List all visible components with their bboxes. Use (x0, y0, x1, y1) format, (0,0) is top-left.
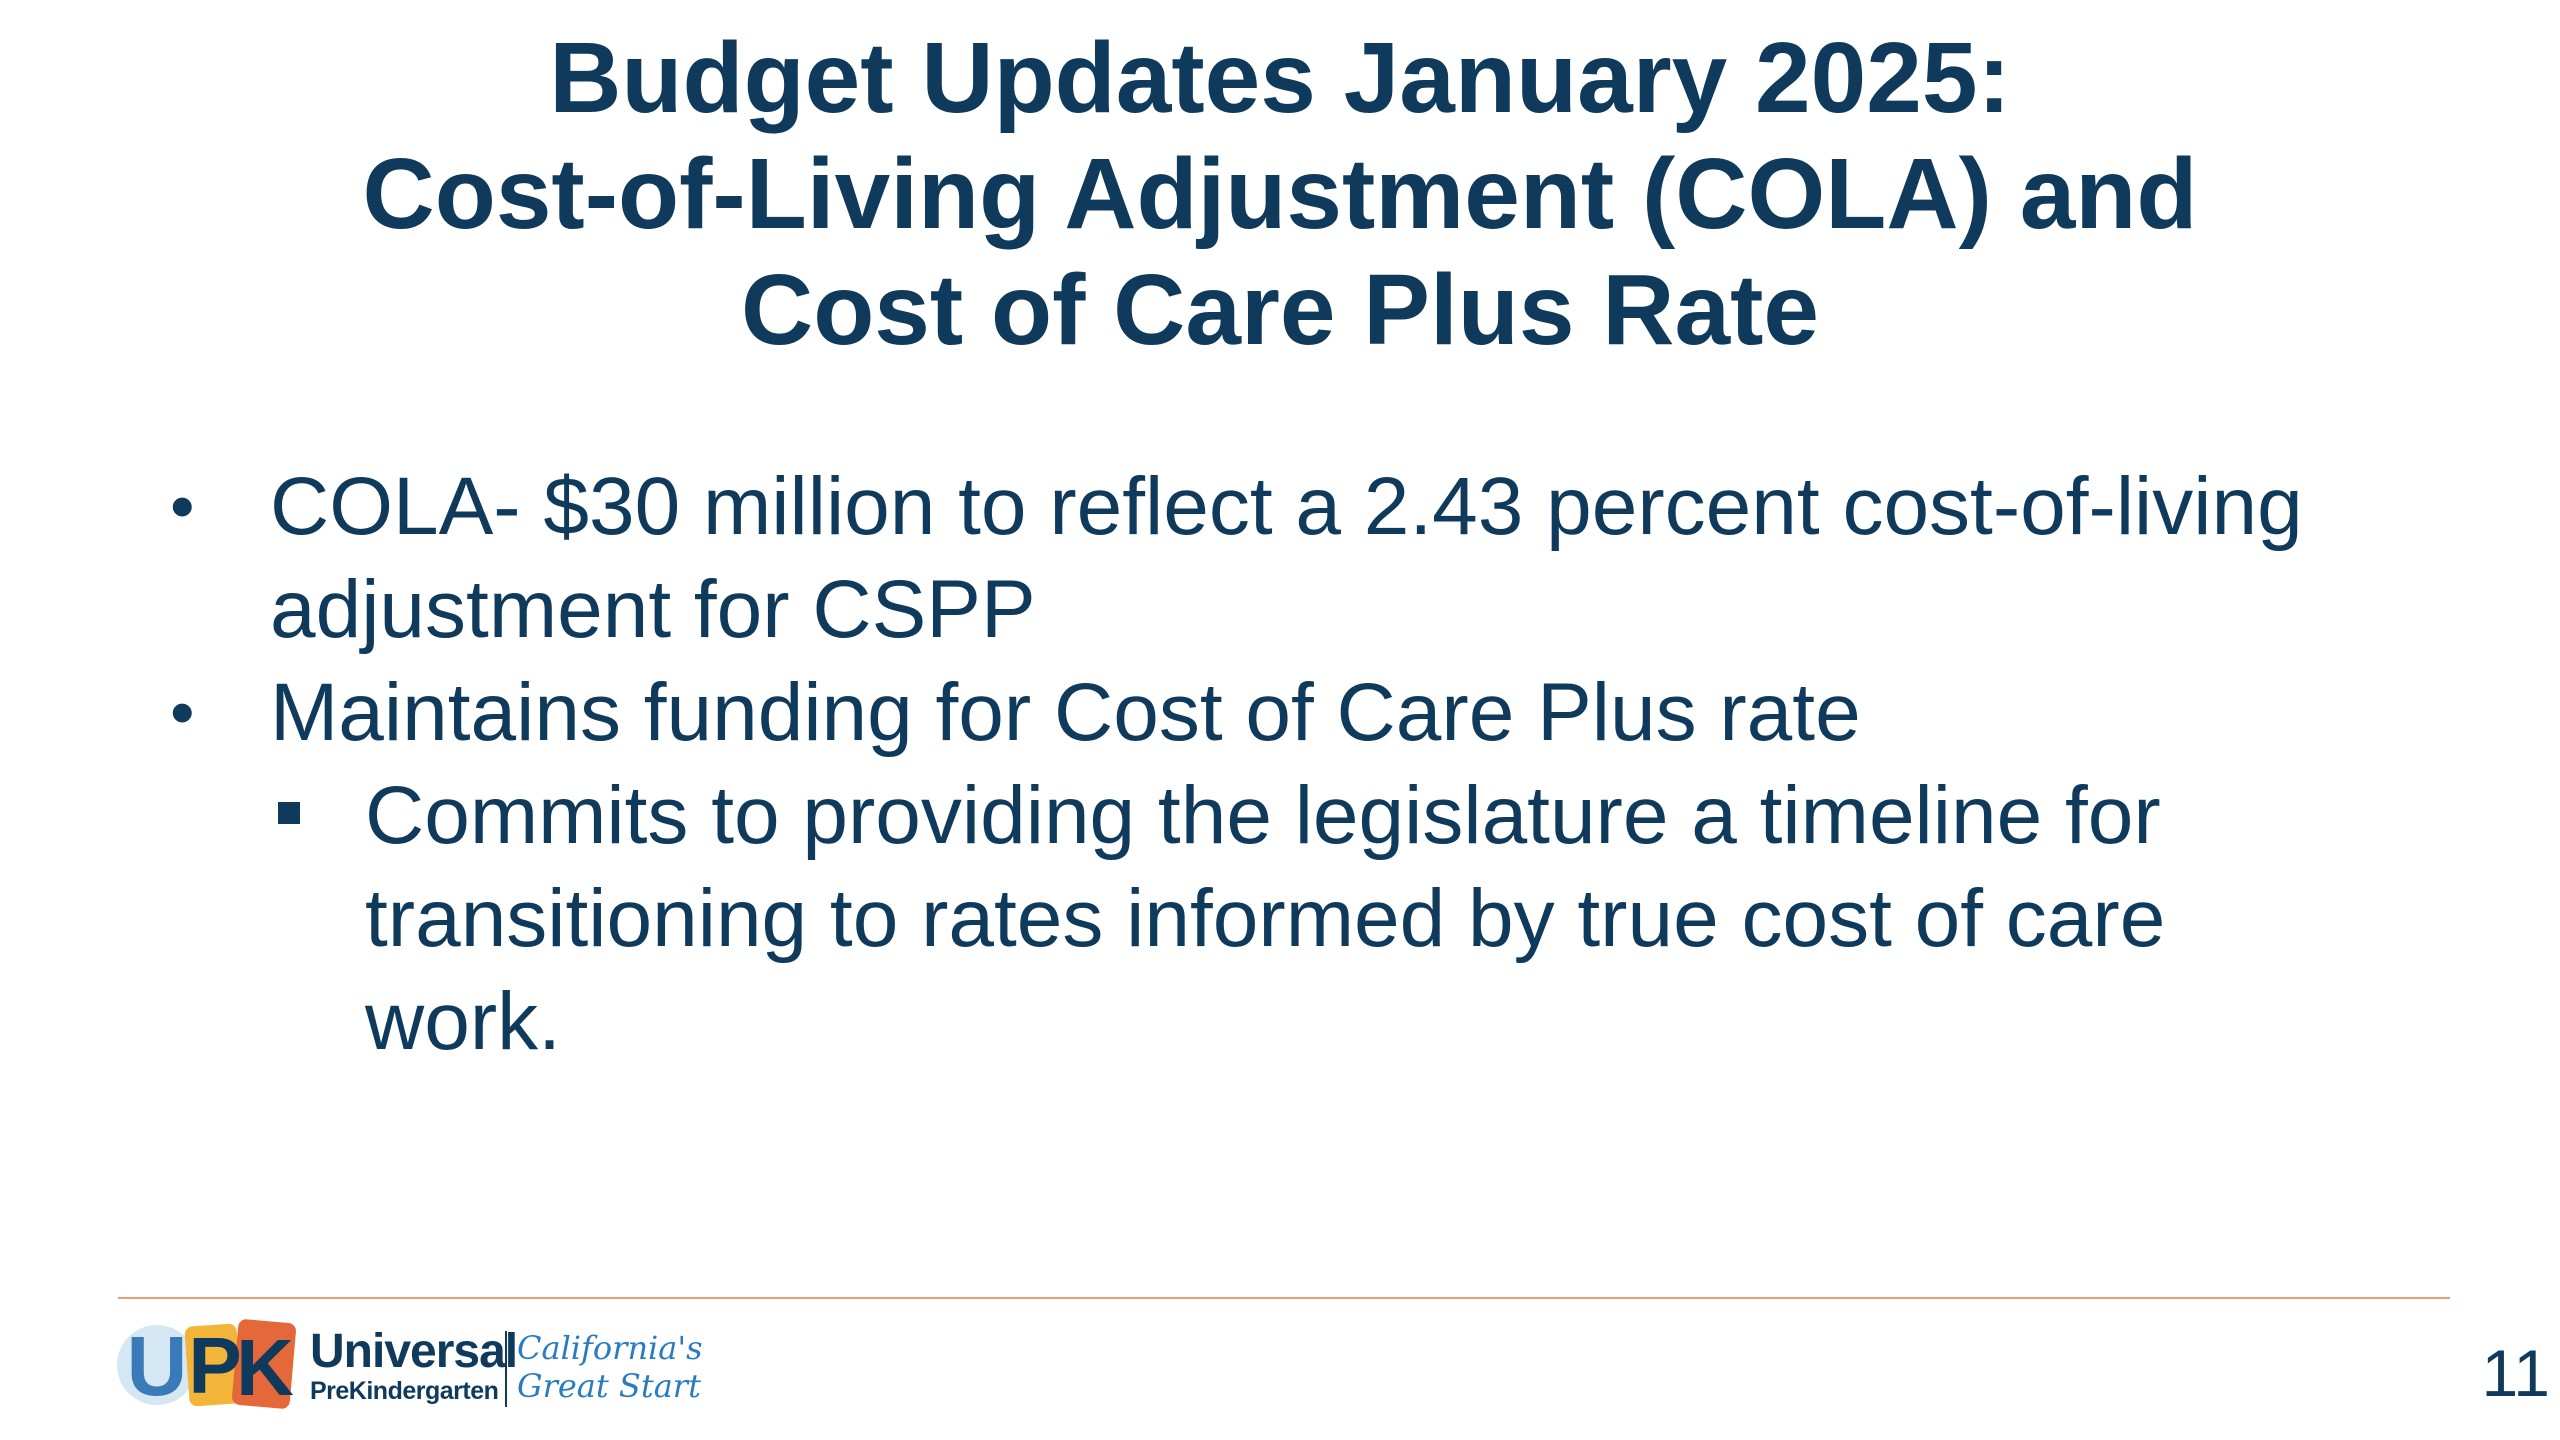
bullet-cola-line-2: adjustment for CSPP (270, 564, 1036, 655)
logo-tagline-line-2: Great Start (517, 1367, 701, 1405)
logo-letter-p: P (188, 1321, 241, 1410)
sub-bullet-line-2: transitioning to rates informed by true … (365, 873, 2166, 964)
upk-logo: U P K Universal PreKindergarten Californ… (115, 1315, 703, 1415)
title-line-3: Cost of Care Plus Rate (740, 254, 1820, 366)
logo-letter-u: U (127, 1319, 188, 1413)
square-bullet-icon (278, 802, 300, 824)
slide-title: Budget Updates January 2025: Cost-of-Liv… (200, 20, 2360, 368)
sub-bullet-timeline: Commits to providing the legislature a t… (160, 764, 2460, 1073)
logo-brand-line-2: PreKindergarten (310, 1377, 499, 1405)
page-number: 11 (2481, 1336, 2550, 1410)
bullet-list: • COLA- $30 million to reflect a 2.43 pe… (160, 455, 2460, 1073)
logo-brand-text: Universal PreKindergarten (310, 1325, 518, 1406)
bullet-cost-of-care-line-1: Maintains funding for Cost of Care Plus … (270, 667, 1861, 758)
bullet-marker: • (170, 673, 195, 751)
bullet-cola: • COLA- $30 million to reflect a 2.43 pe… (160, 455, 2460, 661)
bullet-cost-of-care: • Maintains funding for Cost of Care Plu… (160, 661, 2460, 764)
logo-tagline: California's Great Start (517, 1329, 703, 1405)
sub-bullet-line-3: work. (365, 976, 561, 1067)
logo-separator (505, 1331, 507, 1407)
footer-divider (118, 1297, 2450, 1299)
title-line-1: Budget Updates January 2025: (549, 22, 2011, 134)
title-line-2: Cost-of-Living Adjustment (COLA) and (362, 138, 2198, 250)
logo-tagline-line-1: California's (517, 1329, 703, 1367)
logo-brand-line-1: Universal (310, 1325, 518, 1378)
bullet-marker: • (170, 467, 195, 545)
sub-bullet-line-1: Commits to providing the legislature a t… (365, 770, 2161, 861)
logo-letter-k: K (236, 1323, 294, 1412)
bullet-cola-line-1: COLA- $30 million to reflect a 2.43 perc… (270, 461, 2303, 552)
upk-letters-logo-icon: U P K (117, 1319, 296, 1413)
